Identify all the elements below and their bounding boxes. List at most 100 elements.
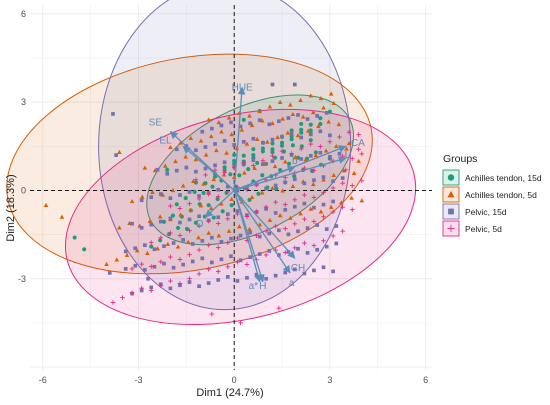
scatter-point <box>308 141 314 147</box>
scatter-point <box>340 228 345 234</box>
scatter-point <box>183 196 188 201</box>
scatter-point <box>312 205 316 210</box>
scatter-point <box>251 147 256 152</box>
y-axis-title: Dim2 (18.3%) <box>5 174 17 241</box>
scatter-point <box>139 198 144 203</box>
scatter-point <box>273 223 278 229</box>
scatter-point <box>104 261 109 267</box>
scatter-point <box>178 220 182 225</box>
scatter-point <box>298 97 303 103</box>
scatter-point <box>114 153 118 157</box>
scatter-point <box>180 183 186 188</box>
scatter-point <box>343 167 349 173</box>
scatter-point <box>152 264 157 269</box>
scatter-point <box>340 204 345 210</box>
scatter-point <box>232 152 237 158</box>
scatter-point <box>278 167 283 173</box>
scatter-point <box>448 208 454 215</box>
scatter-point <box>178 212 183 217</box>
scatter-point <box>162 244 166 248</box>
scatter-point <box>193 157 199 162</box>
scatter-point <box>324 227 329 231</box>
scatter-point <box>244 187 250 192</box>
scatter-point <box>302 240 307 246</box>
scatter-point <box>43 202 49 208</box>
scatter-point <box>254 136 260 142</box>
variable-arrow <box>233 190 296 259</box>
scatter-point <box>210 260 214 265</box>
scatter-point <box>321 175 326 179</box>
scatter-point <box>143 268 147 272</box>
scatter-point <box>215 196 220 202</box>
scatter-point <box>313 152 319 158</box>
scatter-point <box>305 251 310 255</box>
scatter-point <box>257 252 262 256</box>
scatter-point <box>264 276 268 281</box>
scatter-point <box>289 151 294 156</box>
scatter-point <box>215 221 221 226</box>
scatter-point <box>190 259 195 264</box>
scatter-point <box>203 145 208 149</box>
scatter-point <box>123 267 128 271</box>
scatter-point <box>220 209 225 214</box>
scatter-point <box>235 211 240 217</box>
scatter-point <box>197 284 201 289</box>
legend-label: Pelvic, 5d <box>465 224 502 234</box>
scatter-point <box>177 257 183 262</box>
scatter-point <box>216 119 222 125</box>
scatter-point <box>318 95 324 101</box>
scatter-point <box>318 209 324 214</box>
scatter-point <box>229 236 233 241</box>
x-tick-label: -6 <box>39 375 47 385</box>
scatter-point <box>219 257 224 262</box>
scatter-point <box>226 228 232 233</box>
scatter-point <box>130 221 134 226</box>
scatter-point <box>238 124 243 129</box>
scatter-point <box>162 163 168 168</box>
scatter-point <box>312 268 316 273</box>
scatter-point <box>155 246 160 251</box>
scatter-point <box>206 281 211 285</box>
scatter-point <box>215 194 221 199</box>
scatter-point <box>225 189 231 195</box>
scatter-point <box>139 288 144 293</box>
scatter-point <box>165 241 171 246</box>
scatter-point <box>263 204 269 210</box>
scatter-point <box>235 209 240 213</box>
scatter-point <box>235 235 240 241</box>
legend-label: Pelvic, 15d <box>465 207 507 217</box>
scatter-point <box>149 244 154 249</box>
scatter-point <box>147 218 153 224</box>
scatter-point <box>275 134 280 140</box>
scatter-point <box>221 172 227 177</box>
scatter-point <box>315 114 319 118</box>
scatter-point <box>247 226 252 231</box>
scatter-point <box>337 134 342 140</box>
scatter-point <box>331 199 335 204</box>
scatter-point <box>206 266 211 272</box>
scatter-point <box>178 140 183 145</box>
scatter-point <box>254 233 259 239</box>
scatter-point <box>331 179 335 184</box>
scatter-point <box>146 276 150 281</box>
variable-arrow <box>234 156 347 192</box>
scatter-point <box>311 109 316 115</box>
variable-label: a <box>289 278 295 289</box>
scatter-point <box>185 239 191 244</box>
scatter-point <box>161 219 167 224</box>
variable-label: a* <box>249 281 259 292</box>
scatter-point <box>292 197 298 203</box>
scatter-point <box>315 223 319 227</box>
scatter-point <box>184 226 190 232</box>
scatter-point <box>168 203 173 209</box>
scatter-point <box>82 247 87 252</box>
scatter-point <box>168 145 173 150</box>
scatter-point <box>193 177 199 182</box>
scatter-point <box>251 152 256 158</box>
scatter-point <box>256 191 261 196</box>
scatter-point <box>139 285 144 291</box>
scatter-point <box>260 146 265 151</box>
legend: Groups Achilles tendon, 15d Achilles tend… <box>442 153 542 237</box>
scatter-point <box>302 216 307 222</box>
